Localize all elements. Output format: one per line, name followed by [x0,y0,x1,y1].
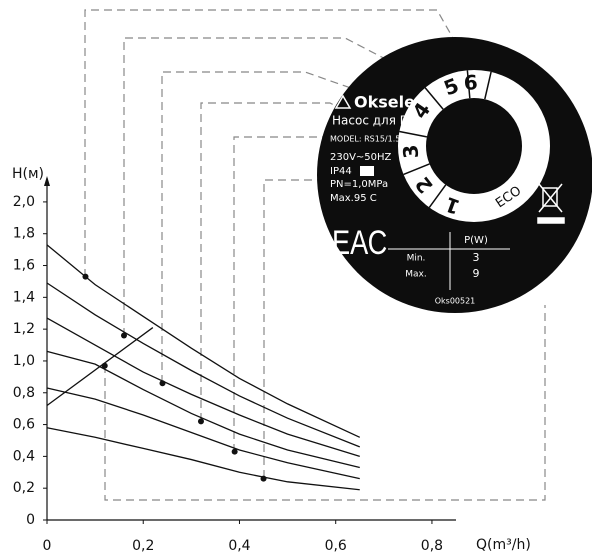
curve [46,244,361,438]
table-cell: 3 [473,251,480,264]
brand: Okseler [354,93,423,112]
x-axis-label: Q(m³/h) [476,537,531,553]
dial: Okseler Насос для ГВС MODEL: RS15/1.5EM … [317,37,592,313]
ip: IP44 [330,166,352,177]
curve [46,427,360,491]
max-temp: Max.95 C [330,193,377,204]
table-cell: Min. [407,254,426,264]
connector [161,71,429,383]
curve [46,327,154,407]
ring-divider [428,184,447,208]
curve [46,350,360,469]
ip-icon [360,166,374,176]
x-tick-label: 0 [43,538,52,553]
point [231,448,238,455]
dial-center [427,99,521,193]
point [101,362,108,369]
y-tick-label: 0,6 [13,417,35,433]
y-tick-label: 0,8 [13,385,35,401]
x-tick-label: 0,6 [325,538,347,553]
ring-divider [403,163,430,176]
x-tick-label: 0,4 [228,538,250,553]
bin-icon [537,183,565,224]
point [120,332,127,339]
y-tick-label: 1,8 [13,226,35,242]
y-tick-label: 0,2 [13,480,35,496]
ring-divider [466,70,471,99]
y-tick-label: 0 [26,512,35,528]
curve [46,282,361,448]
x-tick-label: 0,8 [421,538,443,553]
ring-divider [424,87,444,110]
model: MODEL: RS15/1.5EM [330,135,412,144]
y-tick-label: 2,0 [13,194,35,210]
x-tick-label: 0,2 [132,538,154,553]
logo [334,94,352,109]
speed-label: 6 [463,70,478,95]
speed-ring [398,70,550,222]
point [260,475,267,482]
table-cell: Max. [405,270,426,280]
point [82,273,89,280]
point [159,380,166,387]
table-cell: 9 [473,267,480,280]
plot: H(м) Q(m³/h) 0 0,2 0,4 0,6 0,8 1,0 1,2 1,4 1,6 1,8 2… [12,166,531,553]
y-tick-label: 1,4 [13,289,35,305]
y-tick-label: 0,4 [13,448,35,464]
ring-divider [484,71,492,100]
curve [46,387,360,480]
ring-divider [399,130,428,138]
subtitle: Насос для ГВС [332,114,424,128]
connector [104,305,546,501]
table-header: P(W) [464,235,488,246]
y-axis-arrow [44,176,50,186]
speed-label: 3 [398,144,423,160]
point [197,418,204,425]
eac-mark: ЕАС [332,223,387,262]
y-tick-label: 1,2 [13,321,35,337]
curve [46,317,360,458]
y-axis-label: H(м) [12,166,44,182]
y-tick-label: 1,6 [13,258,35,274]
voltage: 230V~50HZ [330,152,392,163]
pressure: PN=1,0MPa [330,179,388,190]
y-tick-label: 1,0 [13,353,35,369]
code: Oks00521 [435,297,476,306]
connector [233,136,433,452]
